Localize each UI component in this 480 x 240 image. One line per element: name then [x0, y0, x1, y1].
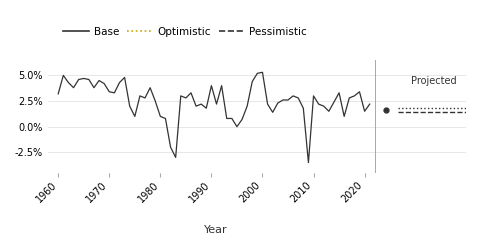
- Legend: Base, Optimistic, Pessimistic: Base, Optimistic, Pessimistic: [59, 22, 312, 41]
- Text: Year: Year: [204, 225, 228, 235]
- Text: Projected: Projected: [411, 76, 456, 86]
